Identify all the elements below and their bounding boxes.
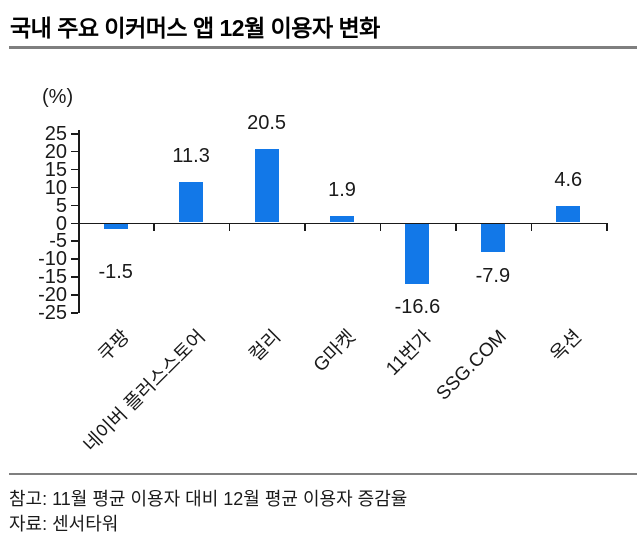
bar: [405, 224, 430, 284]
x-axis-category-label: 컬리: [245, 326, 285, 366]
y-axis-tick: [71, 294, 78, 296]
y-axis-unit-label: (%): [42, 86, 74, 108]
y-axis-tick-label: -20: [38, 284, 67, 307]
bar: [556, 206, 581, 223]
y-axis-tick-label: 25: [44, 123, 67, 145]
x-axis-category-label: 11번가: [382, 326, 436, 380]
bar-value-label: 11.3: [172, 145, 210, 168]
title-divider: [9, 46, 637, 49]
y-axis-tick: [71, 240, 78, 242]
bar: [179, 182, 204, 223]
x-axis-tick: [379, 224, 382, 232]
x-axis-tick: [530, 224, 533, 232]
bar-value-label: -1.5: [98, 260, 133, 283]
y-axis-tick-label: -15: [38, 266, 67, 289]
x-axis-line: [78, 222, 608, 225]
x-axis-tick: [304, 224, 306, 232]
x-axis-tick: [606, 224, 608, 232]
y-axis-tick: [71, 168, 78, 171]
footer-note: 참고: 11월 평균 이용자 대비 12월 평균 이용자 증감율: [9, 489, 408, 509]
x-axis-tick: [228, 224, 231, 232]
x-axis-tick: [455, 224, 457, 232]
y-axis-tick-label: 10: [44, 176, 67, 199]
bar-value-label: -16.6: [394, 295, 441, 318]
x-axis-category-label: SSG.COM: [432, 326, 512, 405]
bar: [254, 149, 279, 223]
bar: [480, 224, 505, 253]
footer-source: 자료: 센서타워: [9, 514, 119, 534]
y-axis-tick-label: 0: [55, 212, 67, 235]
y-axis-tick-label: 20: [44, 140, 67, 163]
y-axis-tick: [71, 133, 78, 135]
bar: [330, 215, 354, 223]
footer-divider: [9, 473, 637, 475]
y-axis-tick: [71, 204, 78, 207]
bar-value-label: 4.6: [554, 169, 583, 192]
y-axis-tick: [71, 276, 78, 278]
x-axis-tick: [153, 224, 156, 232]
x-axis-category-label: G마켓: [310, 326, 361, 377]
y-axis-tick: [71, 312, 78, 314]
bar-value-label: 20.5: [247, 112, 287, 135]
y-axis-tick: [71, 150, 78, 153]
y-axis-tick: [71, 222, 78, 225]
bar-value-label: -7.9: [475, 264, 511, 287]
y-axis-tick: [71, 258, 78, 260]
y-axis-tick-label: 5: [55, 194, 67, 217]
y-axis-tick: [71, 186, 78, 189]
x-axis-category-label: 쿠팡: [94, 326, 134, 366]
bar: [103, 224, 128, 230]
bar-value-label: 1.9: [328, 178, 356, 201]
y-axis-tick-label: -10: [38, 248, 67, 271]
y-axis-tick-label: -5: [49, 230, 67, 253]
y-axis-tick-label: 15: [44, 158, 67, 181]
y-axis-tick-label: -25: [38, 302, 67, 324]
page-title: 국내 주요 이커머스 앱 12월 이용자 변화: [10, 15, 380, 41]
y-axis-line: [78, 130, 80, 313]
x-axis-category-label: 옥션: [546, 326, 587, 366]
